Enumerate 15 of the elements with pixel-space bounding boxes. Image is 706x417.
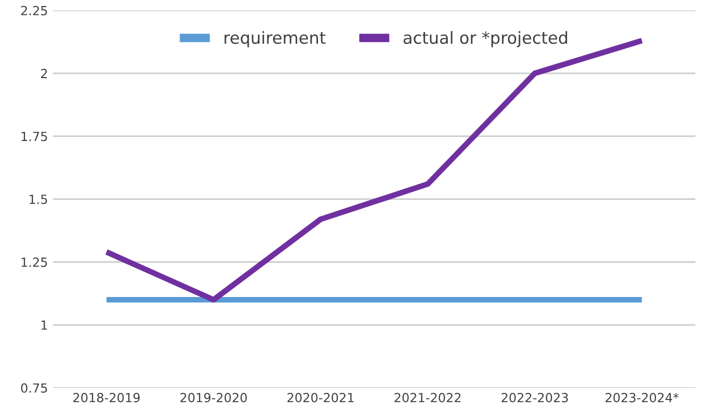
x-tick-label: 2019-2020 <box>180 392 247 402</box>
y-tick-label: 0.75 <box>21 383 47 393</box>
x-tick-label: 2022-2023 <box>502 392 568 402</box>
legend-label: requirement <box>224 31 326 48</box>
y-tick-label: 1.75 <box>22 132 47 142</box>
y-tick-label: 2 <box>41 68 47 78</box>
legend-label: actual or *projected <box>404 31 568 48</box>
x-tick-label: 2021-2022 <box>394 392 461 402</box>
x-tick-label: 2020-2021 <box>287 392 354 402</box>
x-tick-label: 2018-2019 <box>73 392 140 402</box>
y-tick-label: 2.25 <box>21 6 47 16</box>
y-tick-label: 1.5 <box>30 194 47 204</box>
x-tick-label: 2023-2024* <box>606 392 679 402</box>
y-tick-label: 1.25 <box>22 257 47 267</box>
y-tick-label: 1 <box>42 320 47 330</box>
